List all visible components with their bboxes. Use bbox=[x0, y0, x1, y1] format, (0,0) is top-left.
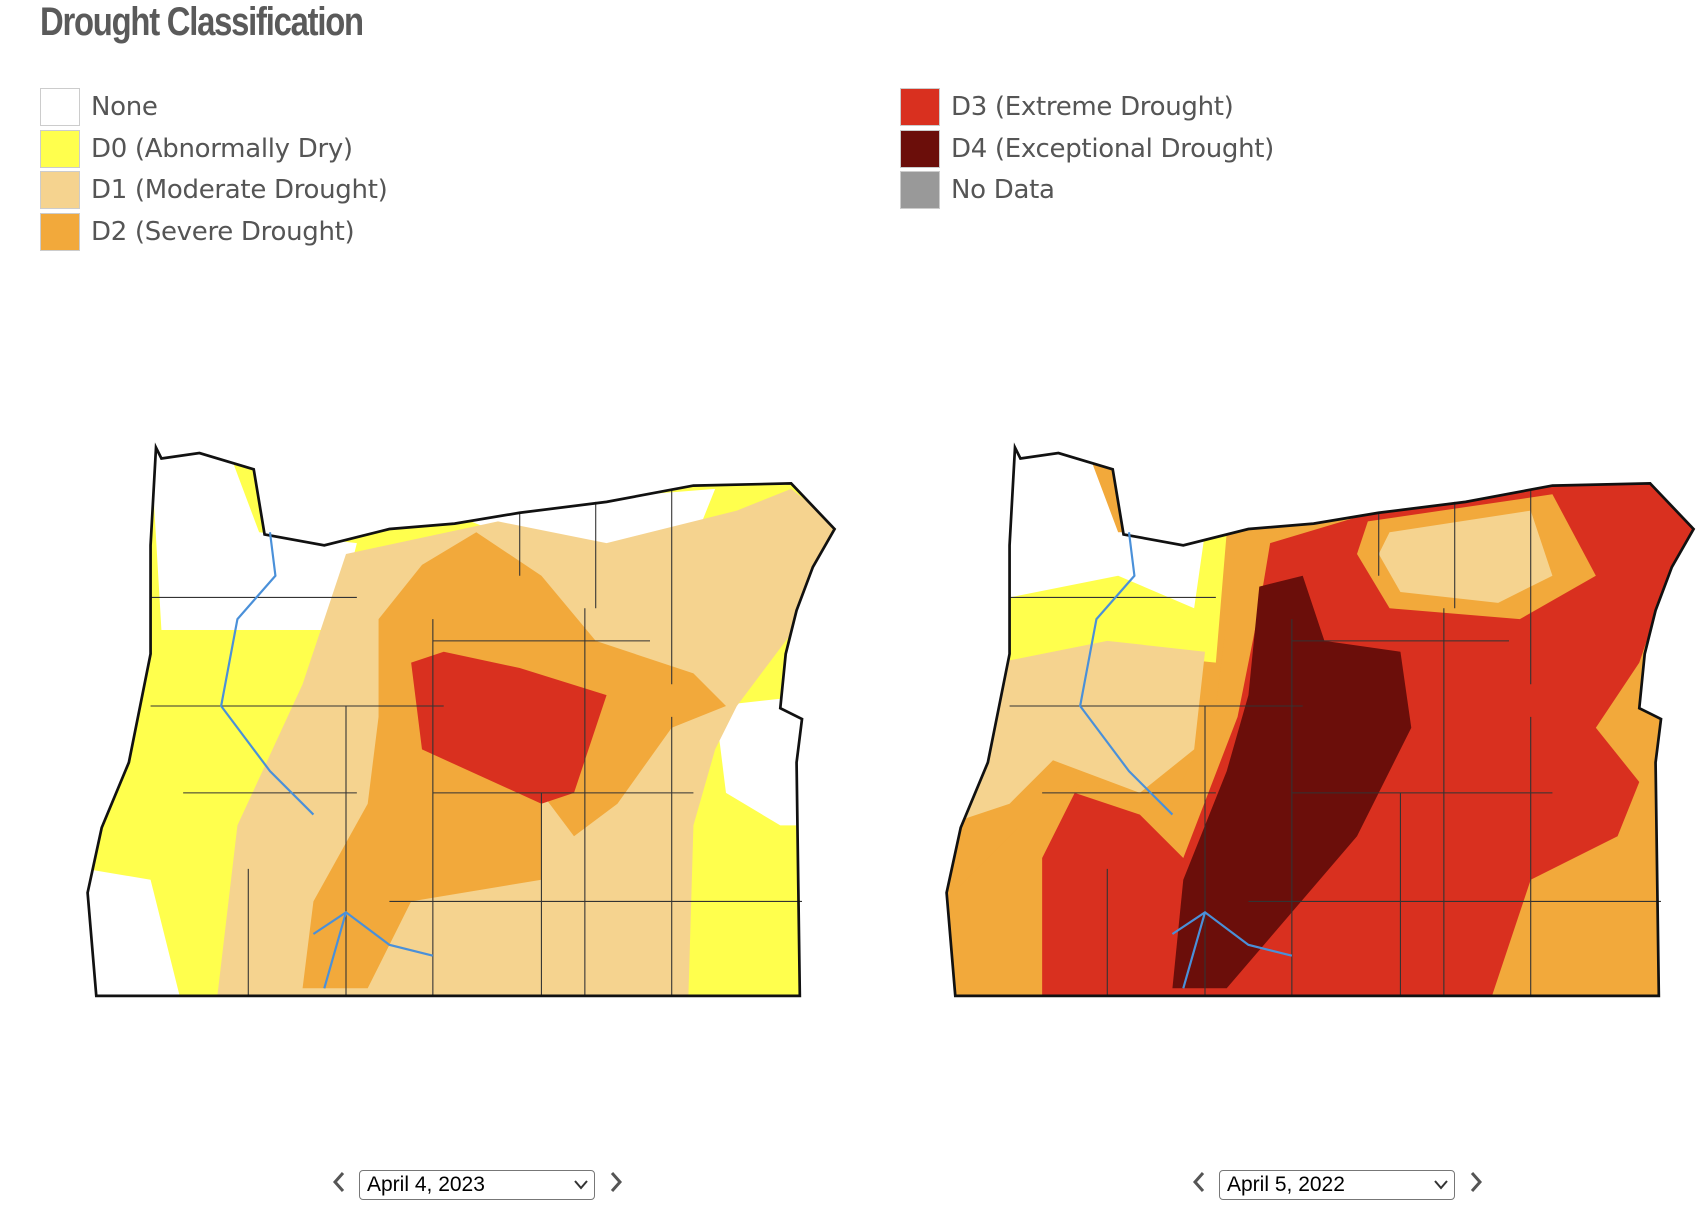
date: April 5, 2022 bbox=[1227, 1173, 1345, 1196]
dropdown-icon bbox=[1434, 1180, 1448, 1190]
next-date[interactable] bbox=[609, 1170, 623, 1194]
legend-item: D3 (Extreme Drought) bbox=[900, 87, 1234, 127]
date-select[interactable]: April 4, 2023 bbox=[359, 1170, 595, 1200]
legend-item: D1 (Moderate Drought) bbox=[40, 170, 388, 210]
legend-item: No Data bbox=[900, 170, 1055, 210]
legend-label: D4 (Exceptional Drought) bbox=[951, 133, 1274, 164]
legend-item: D2 (Severe Drought) bbox=[40, 212, 355, 252]
drought-zones bbox=[87, 447, 835, 996]
county-lines bbox=[150, 488, 802, 996]
legend-label: D2 (Severe Drought) bbox=[91, 216, 355, 247]
river bbox=[1078, 532, 1293, 989]
legend-swatch bbox=[40, 88, 80, 126]
drought-zones bbox=[946, 447, 1694, 996]
zone bbox=[1378, 510, 1553, 603]
legend-label: D0 (Abnormally Dry) bbox=[91, 133, 353, 164]
legend-label: None bbox=[91, 92, 158, 122]
zone bbox=[87, 868, 184, 996]
zone bbox=[946, 447, 1205, 609]
legend-label: D1 (Moderate Drought) bbox=[91, 175, 388, 205]
legend-swatch bbox=[900, 171, 940, 209]
river bbox=[219, 532, 434, 989]
legend-swatch bbox=[40, 129, 80, 168]
legend-swatch bbox=[900, 129, 940, 168]
zone bbox=[715, 695, 813, 826]
legend-swatch bbox=[40, 212, 80, 251]
zone bbox=[946, 640, 1205, 826]
legend-swatch bbox=[40, 171, 80, 209]
next-date[interactable] bbox=[1469, 1170, 1483, 1194]
dropdown-icon bbox=[574, 1180, 588, 1190]
legend-item: D4 (Exceptional Drought) bbox=[900, 129, 1274, 169]
legend-swatch bbox=[900, 88, 940, 126]
legend-item: D0 (Abnormally Dry) bbox=[40, 129, 353, 169]
prev-date[interactable] bbox=[1192, 1170, 1206, 1194]
zone bbox=[87, 447, 357, 630]
date-select[interactable]: April 5, 2022 bbox=[1219, 1170, 1455, 1200]
date: April 4, 2023 bbox=[367, 1173, 485, 1196]
legend-item: None bbox=[40, 87, 158, 127]
map-2023 bbox=[86, 446, 836, 998]
title: Drought Classification bbox=[40, 0, 364, 44]
prev-date[interactable] bbox=[332, 1170, 346, 1194]
zone bbox=[411, 651, 607, 804]
legend-label: D3 (Extreme Drought) bbox=[951, 92, 1234, 122]
county-lines bbox=[1009, 488, 1661, 996]
map-2022 bbox=[945, 446, 1695, 998]
legend-label: No Data bbox=[951, 175, 1055, 205]
